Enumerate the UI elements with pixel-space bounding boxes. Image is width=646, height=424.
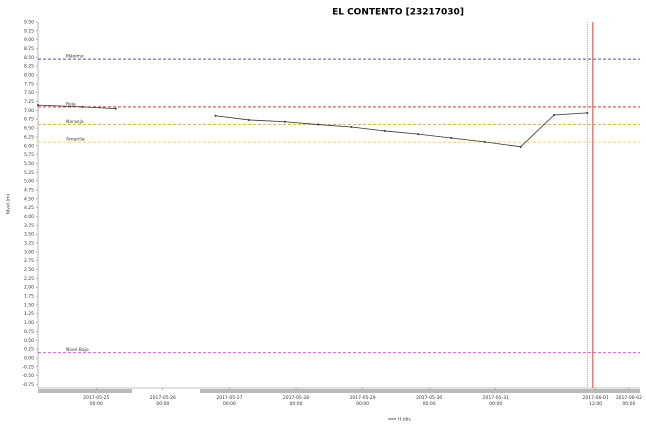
y-tick-label: 4.75 [24,187,34,193]
threshold-label: Nivel Bajo [66,347,89,353]
y-tick-label: 3.50 [24,232,34,238]
y-tick-label: 7.75 [24,81,34,87]
x-tick-label: 2017-05-29 00:00 [350,395,376,407]
y-tick-label: -0.25 [22,364,34,370]
y-tick-label: 0.25 [24,347,34,353]
x-tick-label: 2017-06-02 00:00 [616,395,642,407]
threshold-label: Roja [66,101,76,107]
data-point [586,111,589,114]
y-tick-label: 5.25 [24,170,34,176]
data-point [81,105,84,108]
threshold-label: Amarilla [66,137,85,143]
y-tick-label: 0.75 [24,329,34,335]
data-point [317,123,320,126]
data-point [519,145,522,148]
x-tick-label: 2017-05-27 00:00 [216,395,242,407]
y-tick-label: 2.25 [24,276,34,282]
y-tick-label: 0.50 [24,338,34,344]
y-axis-label: Nivel (m) [6,193,12,214]
legend-label: H.obs [398,417,411,423]
y-tick-label: 9.00 [24,37,34,43]
scrollbar[interactable] [200,389,640,393]
y-tick-label: 1.00 [24,320,34,326]
y-tick-label: 3.25 [24,241,34,247]
data-point [450,136,453,139]
threshold-label: Naranja [66,119,84,125]
y-tick-label: 2.75 [24,258,34,264]
y-tick-label: 1.50 [24,302,34,308]
scrollbar[interactable] [38,389,132,393]
y-tick-label: 9.50 [24,20,34,26]
x-tick-label: 2017-05-26 00:00 [150,395,176,407]
data-point [483,140,486,143]
y-tick-label: 8.50 [24,55,34,61]
y-tick-label: 2.50 [24,267,34,273]
data-point [214,114,217,117]
data-point [37,104,39,107]
y-tick-label: 4.00 [24,214,34,220]
y-tick-label: 5.50 [24,161,34,167]
y-tick-label: 3.75 [24,223,34,229]
data-point [417,133,420,136]
data-point [383,129,386,132]
y-tick-label: 8.00 [24,73,34,79]
x-tick-label: 2017-05-25 00:00 [83,395,109,407]
chart-title: EL CONTENTO [23217030] [332,8,464,18]
y-tick-label: 1.25 [24,311,34,317]
y-tick-label: -0.50 [22,373,34,379]
y-tick-label: 2.00 [24,285,34,291]
y-tick-label: 4.50 [24,196,34,202]
data-point [247,118,250,121]
y-tick-label: 6.25 [24,134,34,140]
y-tick-label: 3.00 [24,249,34,255]
data-point [114,107,117,110]
y-tick-label: -0.75 [22,382,34,388]
y-tick-label: 8.25 [24,64,34,70]
y-tick-label: 1.75 [24,294,34,300]
y-tick-label: 9.25 [24,28,34,34]
y-tick-label: 7.25 [24,99,34,105]
x-tick-label: 2017-05-28 00:00 [283,395,309,407]
data-point [283,120,286,123]
y-tick-label: 6.50 [24,126,34,132]
y-tick-label: 7.50 [24,90,34,96]
threshold-label: Máximo [66,53,84,60]
y-tick-label: 5.00 [24,179,34,185]
y-tick-label: 8.75 [24,46,34,52]
data-point [350,126,353,129]
x-tick-label: 2017-05-31 00:00 [483,395,509,407]
y-tick-label: 4.25 [24,205,34,211]
x-tick-label: 2017-05-30 00:00 [416,395,442,407]
y-tick-label: 6.75 [24,117,34,123]
y-tick-label: 0.00 [24,355,34,361]
data-point [553,114,555,117]
y-tick-label: 5.75 [24,152,34,158]
x-tick-label: 2017-06-01 12:00 [583,395,609,407]
y-tick-label: 6.00 [24,143,34,149]
y-tick-label: 7.00 [24,108,34,114]
